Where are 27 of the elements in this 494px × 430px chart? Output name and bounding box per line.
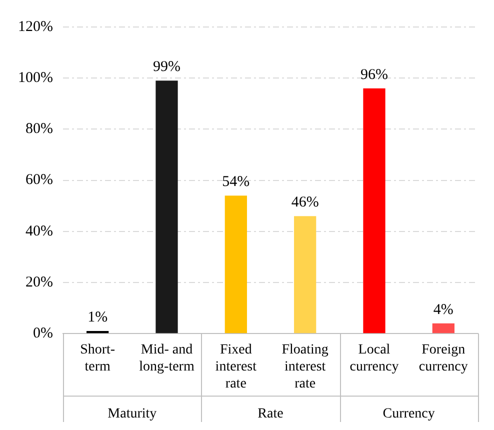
data-label: 4% (433, 302, 454, 318)
bar (294, 216, 316, 334)
x-tick-label: Fixed interest rate (215, 342, 257, 392)
x-tick-label: Floating interest rate (282, 342, 328, 392)
data-label: 46% (291, 194, 319, 211)
x-tick-label: Local currency (350, 342, 399, 374)
y-tick-label: 40% (25, 223, 53, 240)
text: Currency (382, 406, 435, 422)
text: Rate (258, 406, 284, 422)
y-tick-label: 0% (32, 326, 53, 342)
bar (224, 196, 247, 334)
x-tick-label: Mid- and long-term (139, 342, 194, 374)
x-tick-label: Short-term (80, 342, 116, 374)
y-tick-label: 60% (25, 172, 53, 188)
bar (432, 323, 454, 334)
bar (156, 80, 178, 334)
data-label: 54% (222, 174, 250, 190)
y-tick-label: 20% (25, 274, 53, 290)
bar (363, 88, 386, 334)
x-tick-label: Foreign currency (418, 342, 468, 374)
text: Maturity (108, 406, 157, 422)
data-label: 1% (88, 309, 108, 326)
data-label: 99% (152, 59, 180, 76)
y-tick-label: 120% (18, 18, 53, 35)
y-tick-label: 100% (18, 70, 53, 86)
y-tick-label: 80% (25, 121, 53, 138)
data-label: 96% (360, 66, 388, 83)
